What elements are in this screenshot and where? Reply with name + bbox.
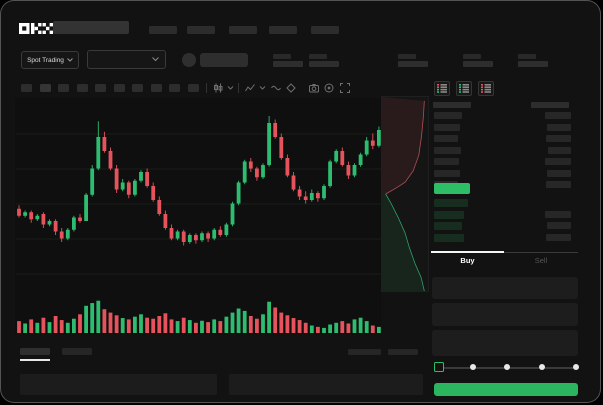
slider-stop-dot[interactable] [504, 364, 510, 370]
book-bids-icon [459, 84, 469, 93]
coin-avatar [182, 53, 196, 67]
active-tab-indicator [431, 251, 504, 253]
line-tool-icon[interactable] [271, 83, 281, 93]
book-asks-icon [481, 84, 491, 93]
slider-stop-dot[interactable] [538, 364, 545, 370]
bid-row-price [434, 199, 468, 207]
nav-item-placeholder[interactable] [311, 26, 339, 34]
ask-row-price [434, 112, 462, 119]
chart-background [15, 98, 381, 334]
bid-row-amount [546, 233, 571, 241]
price-input[interactable] [432, 277, 578, 299]
interval-button[interactable] [95, 84, 106, 92]
chevron-down-icon[interactable] [259, 83, 266, 93]
orders-toolbar-placeholder[interactable] [348, 349, 381, 355]
ask-row-price [434, 169, 460, 177]
bid-row-price [434, 222, 462, 230]
ticker-stat [309, 54, 343, 68]
ticker-stat [398, 54, 432, 68]
ask-row-amount [546, 181, 571, 188]
bid-row-amount [547, 222, 571, 229]
nav-item-placeholder[interactable] [149, 26, 177, 34]
interval-button[interactable] [188, 84, 199, 92]
volume-chart [17, 300, 381, 333]
market-type-dropdown[interactable]: Spot Trading [21, 51, 79, 69]
ticker-stat [273, 54, 307, 68]
amount-input[interactable] [432, 303, 578, 326]
interval-button[interactable] [151, 84, 162, 92]
camera-icon[interactable] [309, 83, 319, 93]
inactive-tab-indicator [504, 251, 578, 253]
depth-panel [381, 96, 429, 292]
indicators-icon[interactable] [245, 83, 255, 93]
okx-logo [19, 23, 53, 34]
orders-active-tab-indicator [20, 359, 50, 361]
ask-row-amount [547, 169, 571, 177]
bid-row-amount [545, 210, 571, 218]
interval-button[interactable] [114, 84, 125, 92]
orders-panel [20, 374, 217, 395]
nav-item-placeholder[interactable] [229, 26, 257, 34]
orderbook-layout-bids-button[interactable] [456, 81, 472, 96]
orderbook-layout-both-button[interactable] [434, 81, 450, 96]
candlestick-chart[interactable] [16, 101, 382, 293]
chevron-down-icon[interactable] [227, 83, 234, 93]
slider-stop-dot[interactable] [469, 364, 476, 370]
orderbook-column-header [531, 102, 569, 108]
ask-row-price [434, 135, 458, 142]
ask-row-amount [548, 146, 571, 154]
settings-icon[interactable] [324, 83, 334, 93]
candle-style-icon[interactable] [213, 83, 223, 93]
ask-row-amount [546, 135, 571, 142]
orderbook-column-header [433, 102, 471, 108]
orders-toolbar-placeholder[interactable] [388, 349, 418, 355]
interval-button[interactable] [169, 84, 180, 92]
orders-panel [229, 374, 423, 395]
market-type-label: Spot Trading [27, 56, 64, 64]
interval-button[interactable] [132, 84, 143, 92]
bid-row-price [434, 233, 464, 242]
depth-chart [382, 97, 425, 291]
ask-row-price [434, 123, 460, 131]
ask-row-amount [545, 112, 571, 119]
orders-tab[interactable] [62, 348, 92, 355]
ask-row-amount [547, 123, 571, 131]
interval-button[interactable] [40, 84, 51, 92]
orderbook-layout-asks-button[interactable] [478, 81, 494, 96]
ticker-stat [518, 54, 552, 68]
fullscreen-icon[interactable] [340, 83, 350, 93]
chevron-down-icon [152, 57, 159, 62]
last-price-badge [434, 183, 470, 194]
trade-tabs: Buy Sell [431, 251, 578, 269]
ticker-stat [463, 54, 497, 68]
header-button-placeholder[interactable] [200, 53, 248, 67]
chevron-down-icon [67, 58, 73, 62]
pair-dropdown[interactable] [87, 50, 166, 69]
tab-buy[interactable]: Buy [460, 256, 475, 265]
slider-stop-dot[interactable] [573, 364, 579, 370]
draw-icon[interactable] [286, 83, 296, 93]
toolbar-divider [206, 83, 207, 93]
interval-button[interactable] [58, 84, 69, 92]
interval-button[interactable] [21, 84, 32, 92]
ask-row-price [434, 146, 461, 154]
book-both-icon [437, 84, 447, 93]
total-input[interactable] [432, 330, 578, 356]
nav-item-placeholder[interactable] [269, 26, 297, 34]
orders-tab-active[interactable] [20, 348, 50, 355]
search-input[interactable] [53, 21, 129, 34]
buy-submit-button[interactable] [434, 383, 578, 396]
nav-item-placeholder[interactable] [187, 26, 215, 34]
bid-row-price [434, 210, 464, 219]
slider-handle[interactable] [434, 362, 444, 372]
ask-row-amount [545, 158, 571, 165]
ask-row-price [434, 158, 459, 165]
toolbar-divider [238, 83, 239, 93]
tab-sell[interactable]: Sell [534, 256, 548, 265]
interval-button[interactable] [77, 84, 88, 92]
